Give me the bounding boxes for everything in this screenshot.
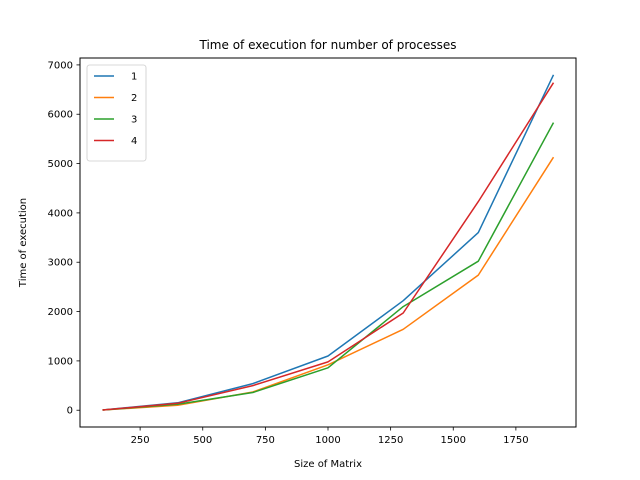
- x-tick-label: 1250: [378, 435, 403, 446]
- series-line-4: [102, 82, 555, 411]
- y-tick-label: 0: [67, 406, 73, 417]
- x-tick-label: 1750: [503, 435, 528, 446]
- plot-lines: [102, 74, 555, 411]
- y-tick-label: 7000: [48, 60, 73, 71]
- y-tick-label: 1000: [48, 356, 73, 367]
- x-tick-label: 750: [256, 435, 275, 446]
- y-tick-label: 6000: [48, 110, 73, 121]
- legend-label-3: 3: [131, 115, 137, 126]
- legend: 1 2 3 4: [86, 64, 147, 162]
- y-axis-label: Time of execution: [18, 198, 29, 288]
- y-tick-label: 5000: [48, 159, 73, 170]
- legend-label-2: 2: [131, 93, 137, 104]
- chart-title: Time of execution for number of processe…: [199, 38, 457, 52]
- y-axis-ticks: 0 1000 2000 3000 4000 5000 6000 7000: [48, 60, 80, 417]
- x-tick-label: 500: [193, 435, 212, 446]
- legend-label-1: 1: [131, 72, 137, 83]
- x-tick-label: 1000: [315, 435, 340, 446]
- series-line-2: [102, 156, 555, 411]
- y-tick-label: 3000: [48, 258, 73, 269]
- x-axis-label: Size of Matrix: [294, 459, 362, 470]
- legend-label-4: 4: [131, 136, 137, 147]
- y-tick-label: 2000: [48, 307, 73, 318]
- series-line-3: [102, 122, 555, 411]
- plot-frame: [79, 57, 577, 428]
- x-tick-label: 1500: [441, 435, 466, 446]
- series-line-1: [102, 74, 555, 411]
- x-axis-ticks: 250 500 750 1000 1250 1500 1750: [131, 427, 529, 446]
- x-tick-label: 250: [131, 435, 150, 446]
- legend-box: [86, 64, 147, 162]
- y-tick-label: 4000: [48, 208, 73, 219]
